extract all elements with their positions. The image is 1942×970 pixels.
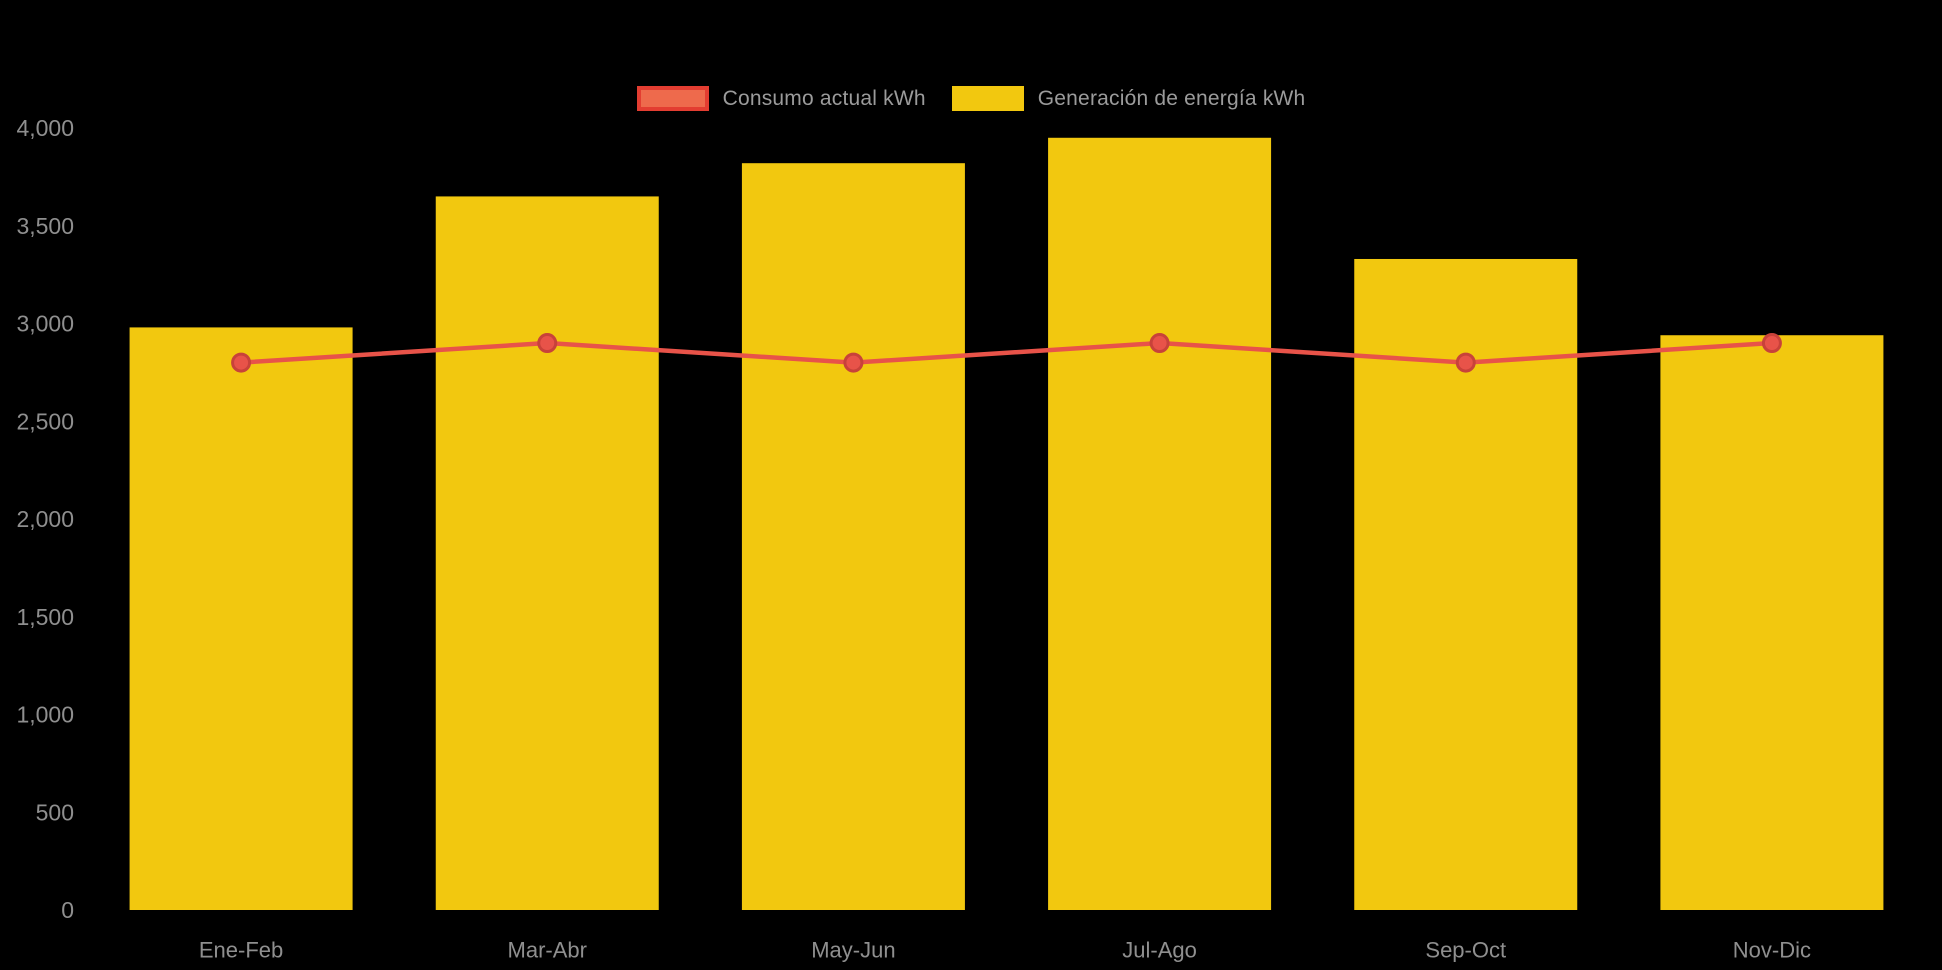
- point-consumo-may-jun[interactable]: [843, 352, 864, 373]
- x-axis-category-label: Sep-Oct: [1425, 938, 1506, 963]
- legend-item-consumo[interactable]: Consumo actual kWh: [636, 86, 926, 111]
- bar-nov-dic[interactable]: [1660, 335, 1884, 911]
- x-axis-category-label: Nov-Dic: [1733, 938, 1811, 963]
- y-axis-tick-label: 4,000: [16, 115, 74, 141]
- bar-mar-abr[interactable]: [435, 196, 659, 911]
- bar-ene-feb[interactable]: [129, 327, 353, 910]
- point-consumo-nov-dic[interactable]: [1761, 333, 1782, 354]
- point-consumo-ene-feb[interactable]: [231, 352, 252, 373]
- y-axis-tick-label: 2,000: [16, 506, 74, 532]
- legend-label-generacion: Generación de energía kWh: [1037, 86, 1306, 110]
- x-axis-category-label: Jul-Ago: [1122, 938, 1197, 963]
- point-consumo-mar-abr[interactable]: [537, 333, 558, 354]
- legend-swatch-generacion-icon: [951, 86, 1024, 111]
- x-axis-category-label: Mar-Abr: [508, 938, 587, 963]
- y-axis-tick-label: 1,500: [16, 604, 74, 630]
- legend: Consumo actual kWh Generación de energía…: [0, 86, 1942, 111]
- y-axis-tick-label: 1,000: [16, 702, 74, 728]
- y-axis-tick-label: 500: [36, 799, 74, 825]
- legend-swatch-consumo-icon: [636, 86, 709, 111]
- point-consumo-sep-oct[interactable]: [1455, 352, 1476, 373]
- y-axis-tick-label: 3,500: [16, 213, 74, 239]
- y-axis-tick-label: 3,000: [16, 311, 74, 337]
- point-consumo-jul-ago[interactable]: [1149, 333, 1170, 354]
- legend-item-generacion[interactable]: Generación de energía kWh: [951, 86, 1306, 111]
- y-axis-tick-label: 0: [61, 897, 74, 923]
- line-consumo: [238, 340, 1775, 365]
- x-axis-category-label: Ene-Feb: [199, 938, 283, 963]
- x-axis-category-label: May-Jun: [811, 938, 895, 963]
- bar-jul-ago[interactable]: [1048, 137, 1272, 910]
- y-axis-tick-label: 2,500: [16, 408, 74, 434]
- bar-may-jun[interactable]: [741, 163, 965, 910]
- legend-label-consumo: Consumo actual kWh: [722, 86, 926, 110]
